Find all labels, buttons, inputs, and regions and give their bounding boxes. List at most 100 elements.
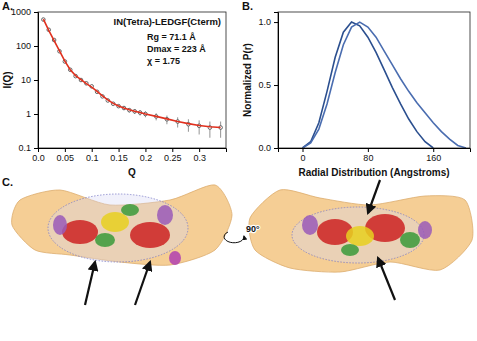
tick-mark xyxy=(199,148,200,152)
tick-label: 0.5 xyxy=(258,80,271,90)
domain xyxy=(341,244,359,256)
tick-label: 0.1 xyxy=(18,143,31,153)
plot-frame xyxy=(278,12,470,148)
domain xyxy=(53,215,67,235)
tick-label: 1000 xyxy=(11,7,31,17)
tick: 1000 xyxy=(11,7,38,17)
tick-label: 0.0 xyxy=(258,143,271,153)
tick: 80 xyxy=(363,148,373,163)
domain xyxy=(62,220,98,244)
mesh xyxy=(292,207,424,263)
tick: 0.25 xyxy=(164,148,182,163)
domain xyxy=(346,226,374,246)
arrow xyxy=(368,180,380,213)
envelope xyxy=(249,190,473,273)
tick-mark xyxy=(65,148,66,152)
annotation: χ = 1.75 xyxy=(147,56,180,66)
tick: 0.5 xyxy=(258,80,278,90)
tick-label: 10 xyxy=(21,75,31,85)
tick-mark xyxy=(368,148,369,152)
structure-view xyxy=(12,185,232,265)
annotation: Rg = 71.1 Å xyxy=(147,32,196,42)
rotation-label: 90° xyxy=(246,224,260,234)
tick: 1.0 xyxy=(258,17,278,27)
plot-frame xyxy=(38,12,226,148)
tick-mark xyxy=(172,148,173,152)
tick-mark xyxy=(274,22,278,23)
tick: 0.15 xyxy=(110,148,128,163)
tick-label: 80 xyxy=(363,153,373,163)
axis: 0 80 160 xyxy=(279,148,471,163)
axis: 0.1 1 10 100 1000 xyxy=(11,7,39,153)
tick: 0 xyxy=(301,148,306,163)
tick: 0.2 xyxy=(140,148,153,163)
arrow xyxy=(378,258,395,300)
tick: 100 xyxy=(16,41,38,51)
tick: 0.3 xyxy=(193,148,206,163)
tick-mark xyxy=(34,12,38,13)
domain xyxy=(302,215,318,235)
structure-view xyxy=(249,190,473,273)
data-line xyxy=(43,19,220,127)
tick-mark xyxy=(34,80,38,81)
tick-mark xyxy=(145,148,146,152)
domain xyxy=(169,251,181,265)
axis: 0.0 0.5 1.0 xyxy=(258,13,278,154)
data-line xyxy=(303,22,466,148)
domain xyxy=(95,233,115,247)
tick-label: 0.3 xyxy=(193,153,206,163)
data-line xyxy=(303,22,434,148)
tick: 0.1 xyxy=(18,143,38,153)
annotation: IN(Tetra)-LEDGF(Cterm) xyxy=(114,16,222,27)
domain xyxy=(101,212,129,232)
axis: 0.0 0.05 0.1 0.15 0.2 0.25 0.3 xyxy=(32,148,226,163)
tick: 1 xyxy=(26,109,38,119)
panel: 0 80 160 0.0 0.5 1.0 Radial Distribution (Angs… xyxy=(242,0,471,178)
tick-label: 0.05 xyxy=(57,153,75,163)
tick-label: 0.0 xyxy=(32,153,45,163)
tick-label: 160 xyxy=(426,153,441,163)
domain xyxy=(121,204,139,216)
tick-mark xyxy=(34,114,38,115)
tick-mark xyxy=(274,85,278,86)
y-axis-title: Normalized P(r) xyxy=(242,43,253,117)
domain xyxy=(418,221,432,239)
axis-line xyxy=(279,149,471,153)
tick-label: 100 xyxy=(16,41,31,51)
panel-label: C. xyxy=(2,176,13,188)
x-axis-title: Radial Distribution (Angstroms) xyxy=(298,167,449,178)
tick-mark xyxy=(433,148,434,152)
tick-label: 0.25 xyxy=(164,153,182,163)
panel-label: A. xyxy=(2,0,13,12)
tick-label: 0.1 xyxy=(86,153,99,163)
tick-mark xyxy=(92,148,93,152)
plot-area xyxy=(303,22,466,148)
axis-line xyxy=(39,149,227,153)
tick-mark xyxy=(119,148,120,152)
plot-area xyxy=(42,18,223,138)
tick: 0.05 xyxy=(57,148,75,163)
arrow xyxy=(135,262,150,305)
rotation-arrow xyxy=(224,232,244,243)
tick-mark xyxy=(274,148,278,149)
domain xyxy=(130,222,170,248)
tick-label: 1.0 xyxy=(258,17,271,27)
tick: 0.0 xyxy=(32,148,45,163)
tick: 0.0 xyxy=(258,143,278,153)
panel: 0.00.050.10.150.20.250.30.11101001000QI(… xyxy=(2,0,227,178)
tick-mark xyxy=(34,46,38,47)
axis-line xyxy=(274,13,279,149)
mesh xyxy=(48,194,188,262)
tick-label: 1 xyxy=(26,109,31,119)
envelope xyxy=(12,185,232,265)
annotation: Dmax = 223 Å xyxy=(147,44,206,54)
tick-mark xyxy=(303,148,304,152)
figure: 0.00.050.10.150.20.250.30.11101001000QI(… xyxy=(0,0,477,341)
tick-label: 0.2 xyxy=(140,153,153,163)
tick-label: 0 xyxy=(301,153,306,163)
x-axis-title: Q xyxy=(128,167,136,178)
tick: 10 xyxy=(21,75,38,85)
panel-c: C. 90° xyxy=(2,176,473,305)
axis-line xyxy=(34,13,39,149)
tick: 160 xyxy=(426,148,441,163)
